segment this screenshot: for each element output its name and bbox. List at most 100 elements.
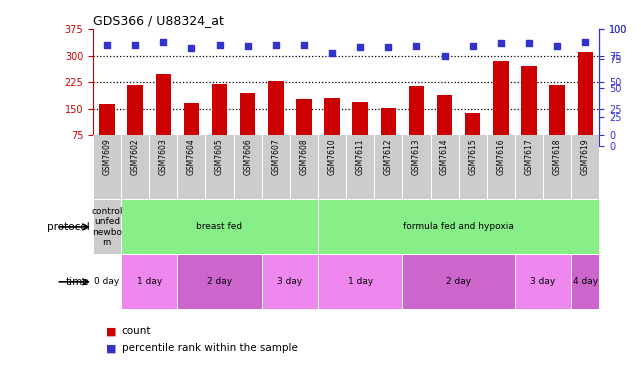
- Text: 4 day: 4 day: [572, 277, 598, 286]
- Text: ■: ■: [106, 343, 116, 354]
- Bar: [493, 61, 508, 135]
- Point: [552, 43, 562, 49]
- Point: [327, 52, 337, 58]
- Bar: [324, 98, 340, 135]
- Bar: [268, 81, 283, 135]
- Point: [412, 45, 422, 51]
- Point: [187, 45, 197, 51]
- Point: [299, 44, 309, 50]
- Point: [355, 46, 365, 52]
- Text: 1 day: 1 day: [137, 277, 162, 286]
- Text: count: count: [122, 326, 151, 336]
- Point: [102, 42, 112, 48]
- Point: [412, 43, 422, 49]
- Text: GSM7609: GSM7609: [103, 139, 112, 175]
- Bar: [128, 85, 143, 135]
- Text: percentile rank within the sample: percentile rank within the sample: [122, 343, 297, 354]
- Point: [214, 44, 225, 50]
- Point: [383, 44, 394, 50]
- Text: control
unfed
newbo
rn: control unfed newbo rn: [91, 207, 123, 247]
- Text: GSM7605: GSM7605: [215, 139, 224, 175]
- Text: GDS366 / U88324_at: GDS366 / U88324_at: [93, 14, 224, 27]
- Point: [130, 42, 140, 48]
- Point: [580, 40, 590, 46]
- Point: [524, 42, 534, 48]
- Text: GSM7613: GSM7613: [412, 139, 421, 175]
- Text: GSM7602: GSM7602: [131, 139, 140, 175]
- Bar: [184, 102, 199, 135]
- Text: GSM7612: GSM7612: [384, 139, 393, 175]
- Point: [271, 42, 281, 48]
- Bar: [353, 102, 368, 135]
- Point: [299, 42, 309, 48]
- Point: [242, 45, 253, 51]
- Point: [214, 42, 225, 48]
- Text: GSM7617: GSM7617: [524, 139, 533, 175]
- Text: 3 day: 3 day: [531, 277, 556, 286]
- Point: [102, 44, 112, 50]
- Point: [187, 48, 197, 53]
- Bar: [121, 199, 318, 254]
- Bar: [318, 254, 403, 309]
- Bar: [93, 254, 121, 309]
- Text: 2 day: 2 day: [446, 277, 471, 286]
- Text: time: time: [66, 277, 90, 287]
- Text: 1 day: 1 day: [347, 277, 373, 286]
- Text: GSM7618: GSM7618: [553, 139, 562, 175]
- Text: 2 day: 2 day: [207, 277, 232, 286]
- Point: [271, 44, 281, 50]
- Point: [440, 56, 450, 61]
- Text: GSM7614: GSM7614: [440, 139, 449, 175]
- Point: [130, 44, 140, 50]
- Point: [524, 40, 534, 46]
- Text: ■: ■: [106, 326, 116, 336]
- Text: 0 day: 0 day: [94, 277, 120, 286]
- Text: GSM7606: GSM7606: [243, 139, 252, 175]
- Text: GSM7604: GSM7604: [187, 139, 196, 175]
- Bar: [521, 66, 537, 135]
- Bar: [465, 113, 481, 135]
- Bar: [381, 108, 396, 135]
- Point: [158, 39, 169, 45]
- Bar: [262, 254, 318, 309]
- Text: 3 day: 3 day: [278, 277, 303, 286]
- Point: [495, 42, 506, 48]
- Bar: [178, 254, 262, 309]
- Point: [327, 50, 337, 56]
- Bar: [437, 96, 453, 135]
- Bar: [99, 104, 115, 135]
- Bar: [571, 254, 599, 309]
- Text: GSM7616: GSM7616: [496, 139, 505, 175]
- Bar: [121, 254, 178, 309]
- Bar: [549, 85, 565, 135]
- Text: breast fed: breast fed: [197, 223, 242, 231]
- Point: [552, 45, 562, 51]
- Point: [440, 53, 450, 59]
- Bar: [212, 84, 228, 135]
- Point: [495, 40, 506, 46]
- Point: [355, 44, 365, 50]
- Text: GSM7611: GSM7611: [356, 139, 365, 175]
- Bar: [578, 52, 593, 135]
- Point: [242, 43, 253, 49]
- Bar: [318, 199, 599, 254]
- Text: GSM7610: GSM7610: [328, 139, 337, 175]
- Point: [158, 40, 169, 46]
- Bar: [156, 74, 171, 135]
- Point: [468, 43, 478, 49]
- Point: [580, 39, 590, 45]
- Bar: [296, 99, 312, 135]
- Point: [468, 45, 478, 51]
- Text: GSM7603: GSM7603: [159, 139, 168, 175]
- Text: GSM7619: GSM7619: [581, 139, 590, 175]
- Point: [383, 46, 394, 52]
- Text: protocol: protocol: [47, 222, 90, 232]
- Text: GSM7607: GSM7607: [271, 139, 280, 175]
- Bar: [240, 93, 255, 135]
- Text: GSM7615: GSM7615: [468, 139, 478, 175]
- Text: GSM7608: GSM7608: [299, 139, 308, 175]
- Bar: [409, 86, 424, 135]
- Text: formula fed and hypoxia: formula fed and hypoxia: [403, 223, 514, 231]
- Bar: [403, 254, 515, 309]
- Bar: [515, 254, 571, 309]
